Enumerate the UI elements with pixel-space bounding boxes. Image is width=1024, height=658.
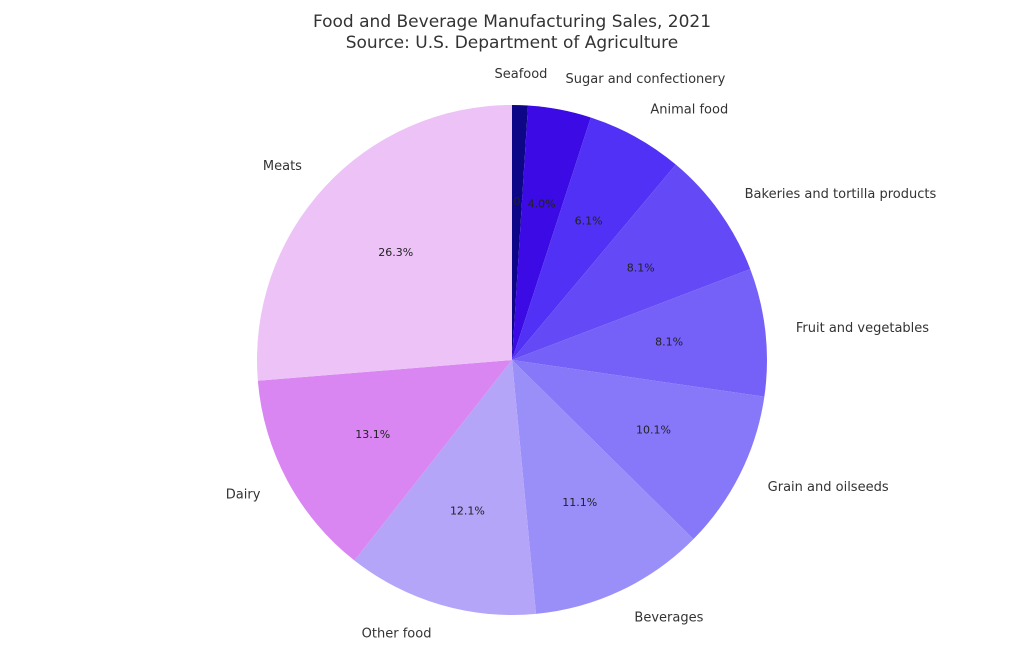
slice-percent-label: 12.1%	[450, 505, 485, 518]
slice-category-label: Grain and oilseeds	[768, 480, 889, 495]
slice-percent-label: 6.1%	[575, 215, 603, 228]
slice-category-label: Beverages	[634, 611, 703, 626]
slice-category-label: Seafood	[494, 67, 547, 82]
slice-percent-label: 4.0%	[528, 198, 556, 211]
slice-percent-label: 10.1%	[636, 423, 671, 436]
slice-category-label: Sugar and confectionery	[566, 72, 726, 87]
slice-percent-label: 8.1%	[655, 336, 683, 349]
slice-category-label: Bakeries and tortilla products	[745, 187, 937, 202]
slice-percent-label: 8.1%	[627, 261, 655, 274]
slice-category-label: Dairy	[226, 488, 261, 503]
pie-chart-svg: 1.0%Seafood4.0%Sugar and confectionery6.…	[0, 0, 1024, 658]
pie-slice	[257, 105, 512, 381]
slice-percent-label: 26.3%	[378, 246, 413, 259]
pie-chart-container: Food and Beverage Manufacturing Sales, 2…	[0, 0, 1024, 658]
slice-percent-label: 13.1%	[355, 428, 390, 441]
slice-category-label: Other food	[362, 627, 432, 642]
slice-category-label: Animal food	[650, 103, 728, 118]
slice-category-label: Fruit and vegetables	[796, 321, 929, 336]
slice-percent-label: 11.1%	[562, 496, 597, 509]
slice-category-label: Meats	[263, 159, 302, 174]
